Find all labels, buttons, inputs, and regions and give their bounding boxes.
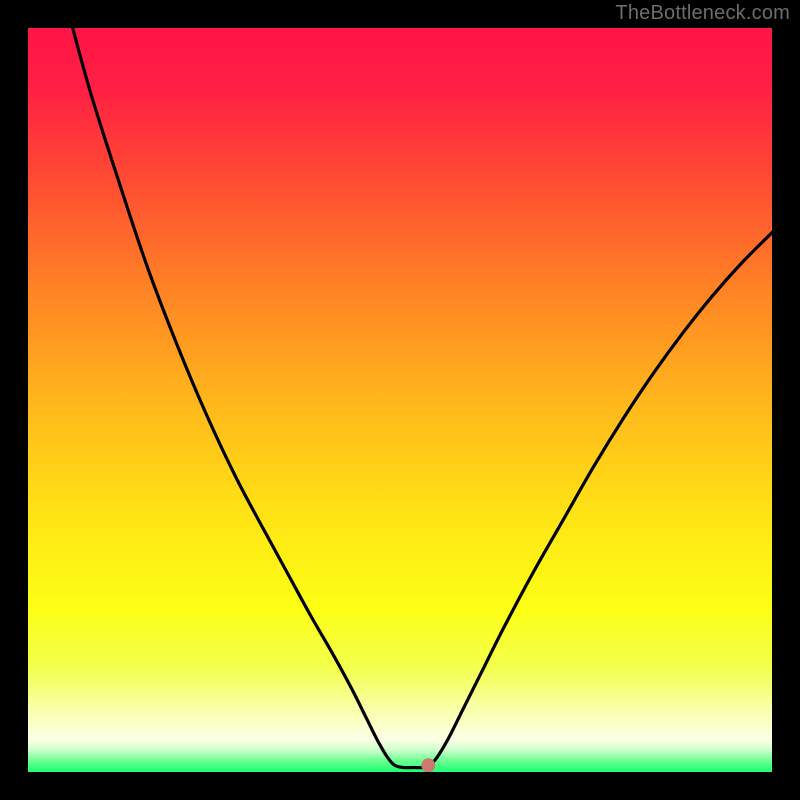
chart-svg (28, 28, 772, 772)
optimum-marker (421, 758, 435, 772)
chart-container: TheBottleneck.com (0, 0, 800, 800)
watermark-text: TheBottleneck.com (615, 2, 790, 25)
gradient-background (28, 28, 772, 772)
plot-area (28, 28, 772, 772)
